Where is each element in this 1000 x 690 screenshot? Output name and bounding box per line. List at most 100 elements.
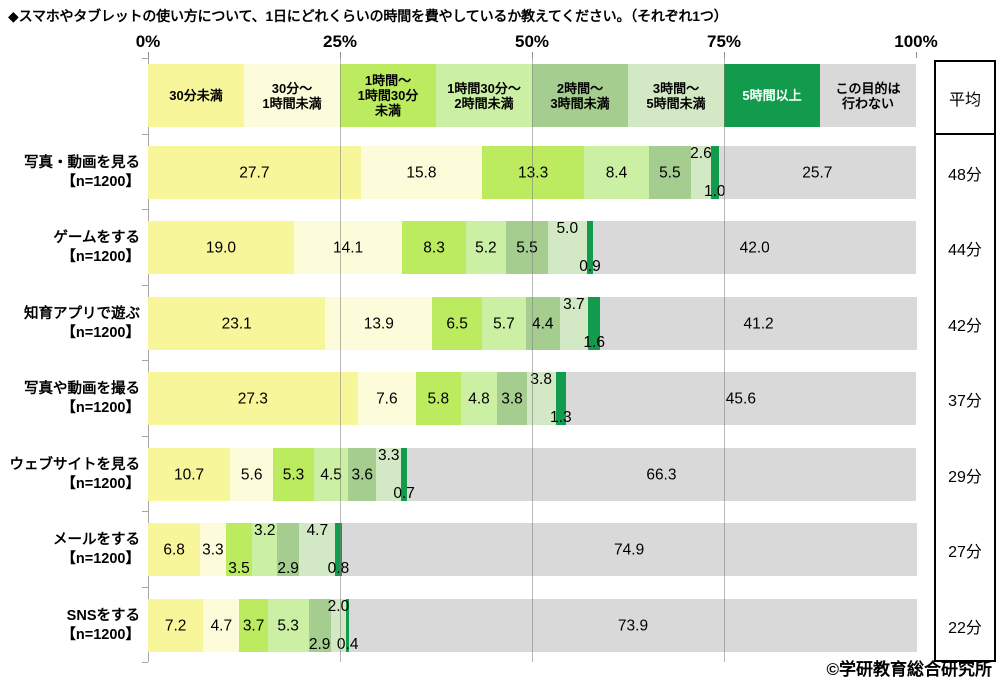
- row-label-name: 知育アプリで遊ぶ: [24, 305, 140, 322]
- segment-value-label: 5.8: [427, 390, 450, 407]
- y-axis-tick: [142, 209, 148, 210]
- y-axis-tick: [142, 511, 148, 512]
- average-value: 37分: [948, 392, 982, 410]
- bar-segment: [588, 297, 601, 350]
- average-value: 29分: [948, 468, 982, 486]
- bar-segment: [308, 599, 331, 652]
- legend-cell: 2時間～ 3時間未満: [532, 64, 628, 127]
- bar-segment: [239, 599, 268, 652]
- bar-segment: [200, 523, 226, 576]
- row-label-name: SNSをする: [66, 607, 140, 624]
- x-axis-tick-label: 50%: [514, 32, 550, 51]
- y-axis-tick: [142, 284, 148, 286]
- bar-segment: [267, 599, 309, 652]
- segment-value-label: 6.8: [163, 541, 185, 558]
- legend-cell: この目的は 行わない: [820, 64, 916, 127]
- bar-segment: [230, 448, 274, 501]
- x-axis-tick-label: 75%: [706, 32, 742, 51]
- bar-segment: [335, 523, 342, 576]
- row-label-n: 【n=1200】: [61, 173, 140, 190]
- segment-value-label: 8.4: [605, 164, 628, 181]
- segment-value-label: 1.3: [550, 409, 572, 426]
- bar-row: メールをする 【n=1200】 6.8 3.3 3.5 3.2 2.9 4.7 0.8 74.9: [0, 522, 1000, 577]
- bar-segment: [148, 372, 358, 425]
- segment-value-label: 2.9: [277, 560, 299, 577]
- segment-value-label: 23.1: [221, 315, 252, 332]
- bar-segment: [482, 297, 526, 350]
- segment-value-label: 3.7: [563, 296, 585, 313]
- y-axis-tick: [142, 133, 148, 135]
- row-label-n: 【n=1200】: [61, 248, 140, 265]
- segment-value-label: 5.3: [282, 466, 305, 483]
- bar-segment: [505, 221, 549, 274]
- segment-value-label: 7.6: [376, 390, 398, 407]
- x-axis-tick-label: 100%: [894, 32, 938, 51]
- bar-segment: [357, 372, 417, 425]
- bar-segment: [600, 297, 917, 350]
- bar-segment: [593, 221, 916, 274]
- average-value: 44分: [948, 241, 982, 259]
- segment-value-label: 3.5: [228, 560, 250, 577]
- average-column: 平均: [934, 60, 996, 662]
- bar-segment: [586, 221, 594, 274]
- legend-cell: 30分未満: [148, 64, 244, 127]
- average-value: 22分: [948, 619, 982, 637]
- average-value: 27分: [948, 543, 982, 561]
- bar-segment: [402, 221, 466, 274]
- bar-segment: [460, 372, 498, 425]
- bar-segment: [313, 448, 349, 501]
- segment-value-label: 3.8: [530, 371, 552, 388]
- segment-value-label: 5.5: [516, 239, 538, 256]
- bar-segment: [584, 146, 649, 199]
- bar-row: 写真や動画を撮る 【n=1200】 27.3 7.6 5.8 4.8 3.8 3.8 1.3 45…: [0, 371, 1000, 426]
- segment-value-label: 4.7: [306, 522, 329, 539]
- bar-segment: [325, 297, 433, 350]
- bar-segment: [341, 523, 917, 576]
- x-axis-tick: [724, 52, 725, 58]
- row-label-n: 【n=1200】: [61, 324, 140, 341]
- bar-segment: [565, 372, 916, 425]
- segment-value-label: 3.3: [377, 447, 400, 464]
- row-label-n: 【n=1200】: [61, 475, 140, 492]
- bar-segment: [432, 297, 483, 350]
- x-axis-tick: [916, 52, 917, 58]
- bar-segment: [148, 297, 326, 350]
- segment-value-label: 10.7: [173, 466, 205, 483]
- bar-segment: [225, 523, 253, 576]
- row-label-n: 【n=1200】: [61, 626, 140, 643]
- bar-segment: [277, 523, 300, 576]
- x-axis-tick-label: 0%: [135, 32, 161, 51]
- segment-value-label: 6.5: [446, 315, 468, 332]
- bar-segment: [346, 599, 350, 652]
- segment-value-label: 0.9: [579, 258, 601, 275]
- bar-segment: [330, 599, 347, 652]
- segment-value-label: 13.9: [363, 315, 394, 332]
- segment-value-label: 13.3: [518, 164, 549, 181]
- row-label-name: 写真・動画を見る: [24, 154, 140, 171]
- bar-segment: [376, 448, 402, 501]
- row-label-n: 【n=1200】: [61, 550, 140, 567]
- segment-value-label: 2.6: [690, 145, 712, 162]
- y-axis-tick: [142, 58, 148, 59]
- segment-value-label: 74.9: [614, 541, 645, 558]
- gridline: [340, 58, 341, 662]
- bar-segment: [406, 448, 916, 501]
- legend-cell: 3時間～ 5時間未満: [628, 64, 724, 127]
- segment-value-label: 15.8: [406, 164, 437, 181]
- x-axis-tick-label: 25%: [322, 32, 358, 51]
- bar-segment: [526, 372, 556, 425]
- bar-segment: [252, 523, 277, 576]
- chart-title: ◆スマホやタブレットの使い方について、1日にどれくらいの時間を費やしているか教え…: [8, 8, 728, 24]
- segment-value-label: 5.0: [556, 220, 579, 237]
- bar-segment: [148, 448, 231, 501]
- legend-cell: 5時間以上: [724, 64, 820, 127]
- bar-segment: [348, 448, 377, 501]
- y-axis-tick: [142, 360, 148, 361]
- row-label-name: ウェブサイトを見る: [9, 456, 141, 473]
- bar-segment: [648, 146, 691, 199]
- segment-value-label: 3.7: [242, 617, 265, 634]
- segment-value-label: 7.2: [164, 617, 187, 634]
- copyright-credit: ©学研教育総合研究所: [826, 660, 992, 679]
- y-axis-tick: [142, 586, 148, 588]
- bar-segment: [273, 448, 314, 501]
